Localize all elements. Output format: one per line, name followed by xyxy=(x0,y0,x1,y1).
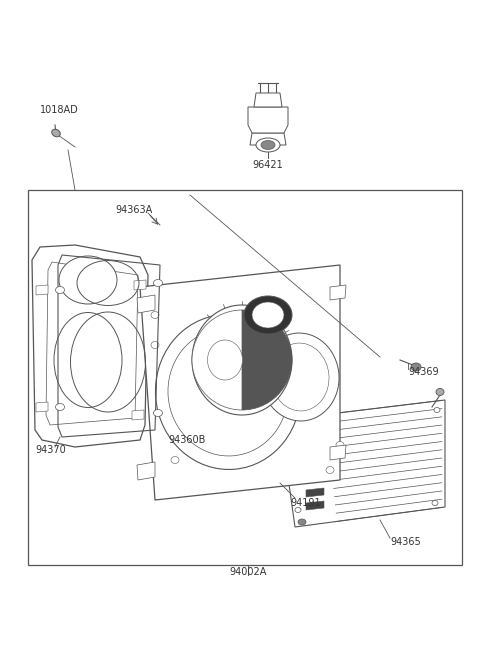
Text: 94360B: 94360B xyxy=(168,435,205,445)
Ellipse shape xyxy=(336,441,344,449)
Ellipse shape xyxy=(154,280,163,286)
Ellipse shape xyxy=(434,407,440,413)
Polygon shape xyxy=(36,285,48,295)
Ellipse shape xyxy=(156,314,300,470)
Text: 94370: 94370 xyxy=(35,445,66,455)
Polygon shape xyxy=(134,280,146,290)
Ellipse shape xyxy=(207,340,242,380)
Wedge shape xyxy=(242,310,292,410)
Ellipse shape xyxy=(298,519,306,525)
Ellipse shape xyxy=(411,363,421,371)
Polygon shape xyxy=(330,445,346,460)
Ellipse shape xyxy=(261,141,275,149)
Polygon shape xyxy=(250,133,286,145)
Ellipse shape xyxy=(151,341,159,348)
Polygon shape xyxy=(248,107,288,133)
Text: 96421: 96421 xyxy=(252,160,283,170)
Ellipse shape xyxy=(432,500,438,506)
Polygon shape xyxy=(330,285,346,300)
Text: 94365: 94365 xyxy=(390,537,421,547)
Polygon shape xyxy=(245,335,285,360)
Ellipse shape xyxy=(271,343,329,411)
Ellipse shape xyxy=(171,457,179,464)
Polygon shape xyxy=(280,400,445,527)
Text: 94191: 94191 xyxy=(290,498,321,508)
Ellipse shape xyxy=(56,403,64,411)
Ellipse shape xyxy=(252,302,284,328)
Ellipse shape xyxy=(192,305,292,415)
Polygon shape xyxy=(254,93,282,107)
Ellipse shape xyxy=(326,466,334,474)
Ellipse shape xyxy=(295,508,301,512)
Ellipse shape xyxy=(151,312,159,318)
Ellipse shape xyxy=(154,409,163,417)
Polygon shape xyxy=(306,488,324,497)
Ellipse shape xyxy=(56,286,64,293)
Polygon shape xyxy=(137,462,155,480)
Ellipse shape xyxy=(244,296,292,334)
Ellipse shape xyxy=(287,422,293,428)
Ellipse shape xyxy=(261,333,339,421)
Polygon shape xyxy=(36,402,48,412)
Ellipse shape xyxy=(436,388,444,396)
Text: 94369: 94369 xyxy=(408,367,439,377)
Text: 1018AD: 1018AD xyxy=(40,105,79,115)
Ellipse shape xyxy=(54,312,122,407)
Text: 94363A: 94363A xyxy=(115,205,152,215)
Polygon shape xyxy=(306,501,324,510)
Text: 94002A: 94002A xyxy=(229,567,267,577)
Polygon shape xyxy=(132,410,144,420)
Ellipse shape xyxy=(59,256,117,304)
Polygon shape xyxy=(32,245,148,447)
Polygon shape xyxy=(137,295,155,313)
Ellipse shape xyxy=(168,328,288,456)
Polygon shape xyxy=(46,262,138,425)
Wedge shape xyxy=(192,310,242,410)
Polygon shape xyxy=(140,265,340,500)
Ellipse shape xyxy=(256,138,280,152)
Ellipse shape xyxy=(52,129,60,137)
